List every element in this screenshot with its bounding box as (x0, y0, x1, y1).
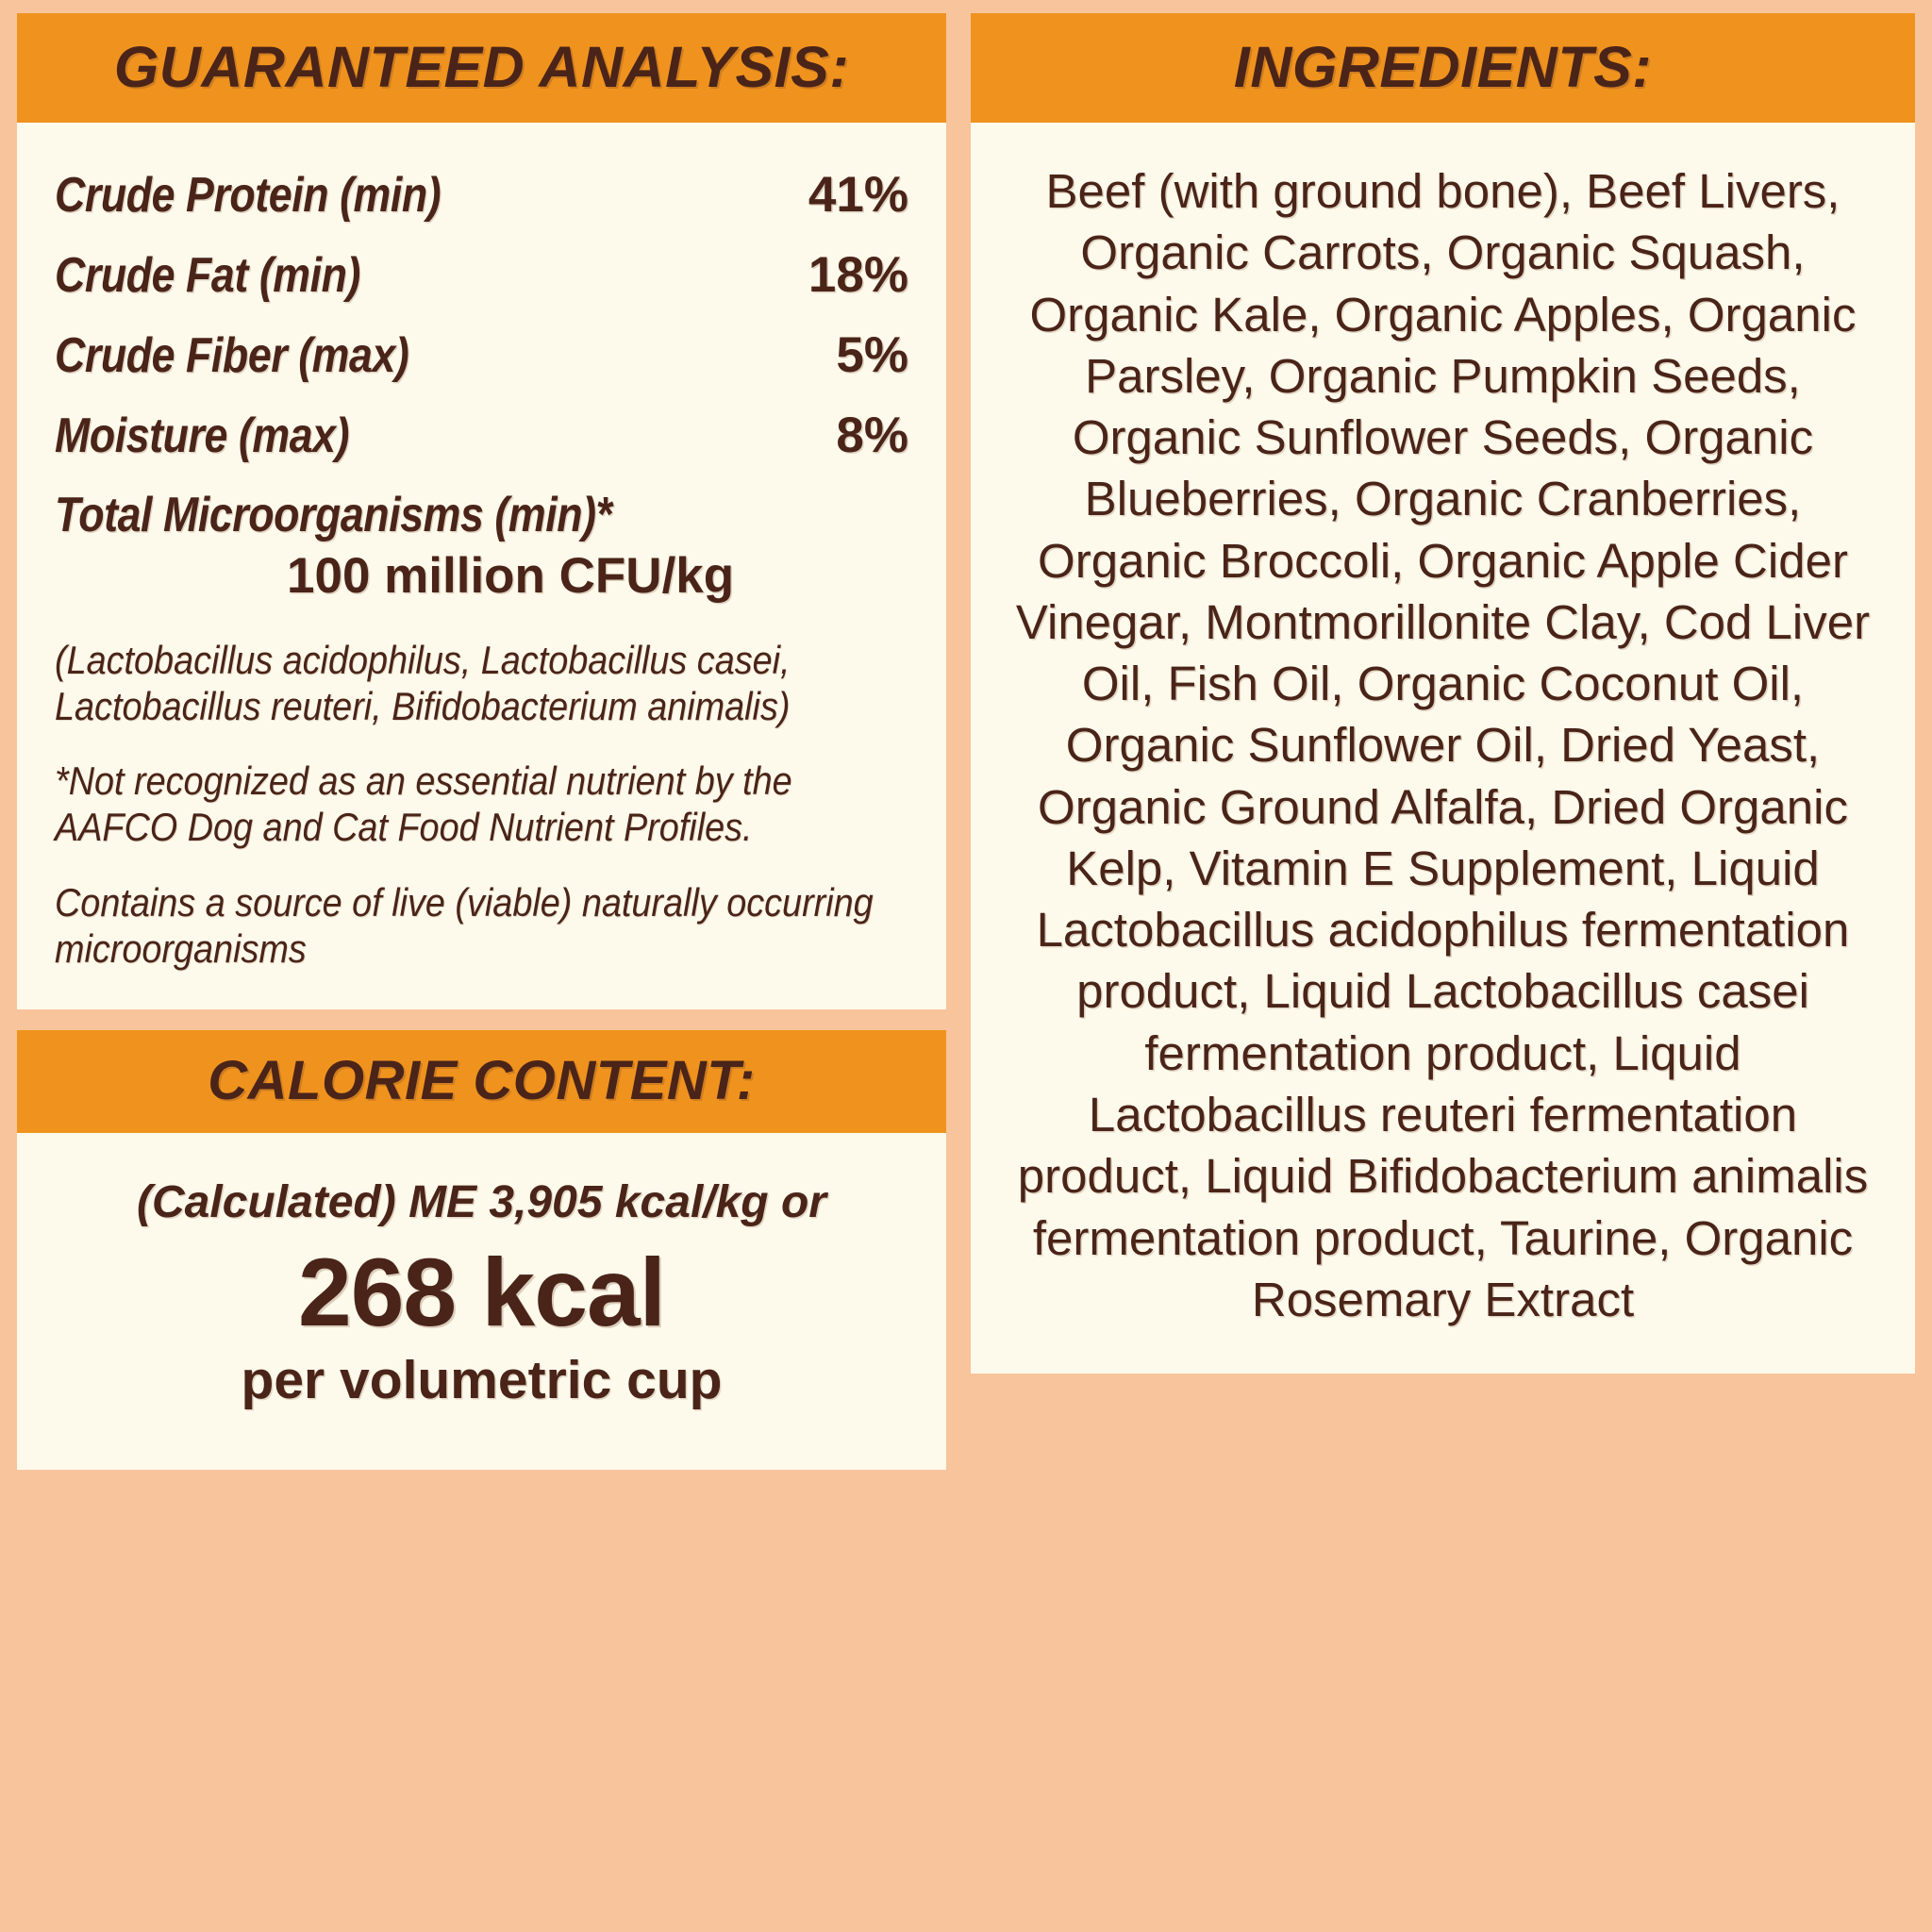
note-probiotic-strains: (Lactobacillus acidophilus, Lactobacillu… (55, 638, 791, 729)
analysis-row-crude-fat: Crude Fat (min) .................. 18% (55, 246, 908, 304)
analysis-label: Crude Protein (min) (55, 168, 441, 223)
calorie-content-body: (Calculated) ME 3,905 kcal/kg or 268 kca… (17, 1133, 946, 1470)
analysis-value: 18% (808, 247, 908, 303)
calorie-big-value: 268 kcal (297, 1238, 666, 1346)
calorie-content-panel: CALORIE CONTENT: (Calculated) ME 3,905 k… (17, 1029, 946, 1470)
analysis-row-crude-protein: Crude Protein (min) .............. 41% (55, 166, 908, 224)
analysis-label: Total Microorganisms (min)* (55, 488, 612, 542)
analysis-row-total-microorganisms: Total Microorganisms (min)* .......... (55, 487, 908, 543)
note-aafco-disclaimer: *Not recognized as an essential nutrient… (55, 758, 792, 850)
analysis-value: 41% (808, 167, 908, 223)
calorie-per-cup-label: per volumetric cup (241, 1349, 723, 1410)
analysis-label: Moisture (max) (55, 408, 350, 463)
calorie-content-header: CALORIE CONTENT: (17, 1029, 946, 1133)
calorie-me-line: (Calculated) ME 3,905 kcal/kg or (137, 1176, 826, 1227)
analysis-row-total-microorganisms-value: ............. 100 million CFU/kg (55, 547, 908, 605)
ingredients-header: INGREDIENTS: (971, 13, 1915, 123)
analysis-value: 5% (836, 327, 908, 383)
ingredients-panel: INGREDIENTS: Beef (with ground bone), Be… (971, 13, 1915, 1374)
panel-gap (17, 1009, 946, 1030)
guaranteed-analysis-panel: GUARANTEED ANALYSIS: Crude Protein (min)… (17, 13, 946, 1009)
analysis-label: Crude Fiber (max) (55, 328, 409, 383)
note-live-microorganisms: Contains a source of live (viable) natur… (55, 879, 874, 971)
ingredients-text: Beef (with ground bone), Beef Livers, Or… (1015, 164, 1871, 1326)
guaranteed-analysis-body: Crude Protein (min) .............. 41% C… (17, 123, 946, 1009)
analysis-row-crude-fiber: Crude Fiber (max) ............... 5% (55, 326, 908, 384)
guaranteed-analysis-header: GUARANTEED ANALYSIS: (17, 13, 946, 123)
left-column: GUARANTEED ANALYSIS: Crude Protein (min)… (17, 13, 946, 1470)
analysis-value-cfu: 100 million CFU/kg (287, 548, 735, 604)
analysis-value: 8% (836, 408, 908, 463)
right-column: INGREDIENTS: Beef (with ground bone), Be… (971, 13, 1915, 1374)
analysis-row-moisture: Moisture (max) .................. 8% (55, 407, 908, 464)
analysis-label: Crude Fat (min) (55, 248, 360, 303)
